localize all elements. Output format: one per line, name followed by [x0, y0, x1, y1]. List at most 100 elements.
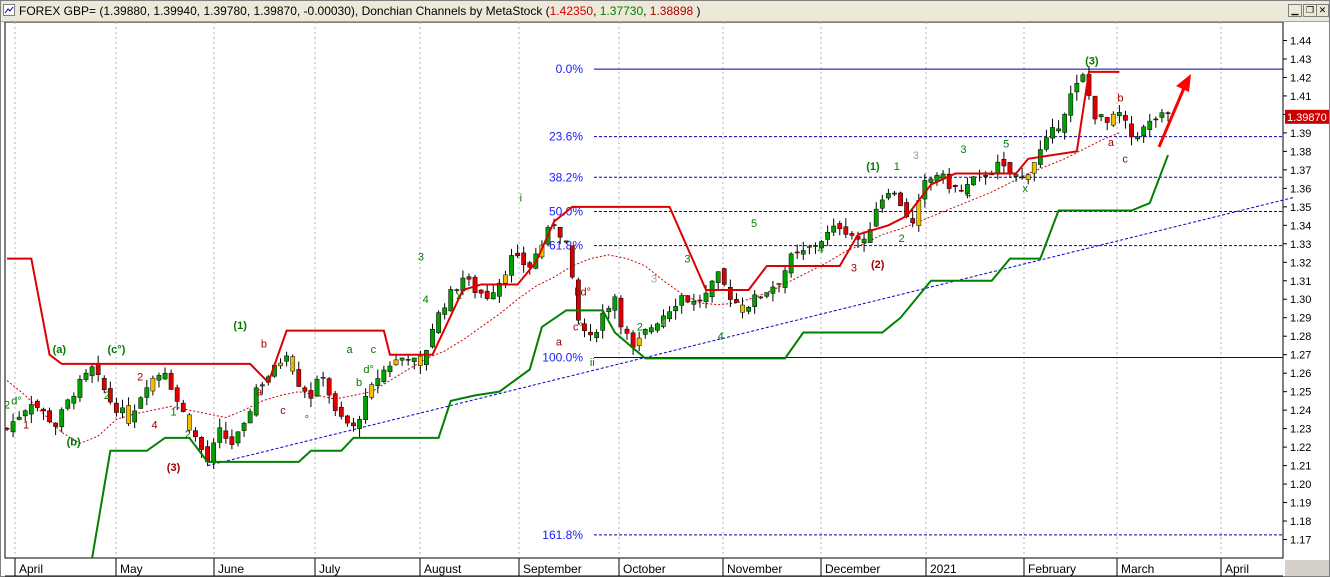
close-button[interactable]: ✕ [1316, 4, 1329, 17]
candle [1123, 110, 1128, 129]
x-tick-label: November [727, 562, 782, 576]
y-tick-label: 1.42 [1290, 72, 1311, 84]
upper-channel-line [7, 70, 1120, 385]
candle-body [381, 369, 387, 383]
y-tick-label: 1.19 [1290, 498, 1311, 510]
candle-body [393, 359, 399, 366]
candle-body [357, 419, 362, 429]
candle [691, 293, 697, 311]
candle-body [770, 286, 776, 294]
wave-label: bd° [574, 287, 591, 299]
candle [296, 361, 302, 387]
candle [253, 384, 259, 417]
candle [302, 385, 308, 399]
x-tick-label: March [1121, 562, 1154, 576]
title-bar[interactable]: FOREX GBP= (1.39880, 1.39940, 1.39780, 1… [1, 1, 1329, 22]
candle-body [1062, 113, 1068, 133]
chart-window-icon[interactable] [3, 4, 15, 16]
candle-body [831, 225, 837, 233]
wave-label: (a) [53, 344, 67, 356]
candle [1019, 167, 1025, 180]
candle [132, 404, 138, 429]
candle [448, 286, 454, 312]
candle [454, 288, 460, 294]
corner-box [1285, 560, 1329, 576]
minimize-button[interactable]: ▁ [1288, 4, 1302, 17]
candle [734, 293, 739, 304]
candle [393, 355, 399, 366]
candle-body [59, 409, 65, 428]
candle-body [794, 251, 800, 254]
wave-label: 1 [23, 420, 29, 432]
wave-label: b [356, 377, 362, 389]
fib-label: 38.2% [549, 170, 583, 184]
y-axis[interactable]: 1.441.431.421.411.401.391.381.371.361.35… [1283, 35, 1329, 576]
candle [709, 280, 715, 303]
wave-label: a [256, 386, 263, 398]
candle-body [1104, 117, 1110, 123]
candle [399, 357, 405, 366]
candle [4, 427, 10, 431]
candle-body [971, 176, 976, 186]
candle [648, 324, 654, 335]
candle [28, 395, 34, 424]
candle-body [77, 378, 83, 398]
candle-body [399, 357, 405, 361]
y-tick-label: 1.35 [1290, 202, 1311, 214]
candle-body [1001, 159, 1007, 167]
wave-label: 1 [894, 161, 900, 173]
candle [770, 280, 776, 302]
candle [223, 421, 229, 444]
candle [369, 382, 375, 400]
candle-body [1141, 126, 1147, 137]
candle-body [800, 250, 806, 255]
candle [278, 358, 283, 369]
candle-body [126, 405, 131, 424]
candle-body [588, 331, 593, 336]
candle [1153, 116, 1159, 128]
candle [174, 384, 180, 411]
candle [679, 294, 685, 314]
candle-body [107, 388, 113, 403]
candle-body [1153, 118, 1159, 121]
candle [193, 427, 198, 442]
candle [138, 396, 144, 409]
y-tick-label: 1.17 [1290, 535, 1311, 547]
title-dc-upper: 1.42350 [549, 4, 594, 18]
wave-label: (c°) [108, 344, 126, 356]
candle-body [411, 357, 417, 362]
restore-button[interactable]: ❐ [1303, 4, 1317, 17]
candle-body [527, 262, 533, 268]
price-chart[interactable]: 0.0%23.6%38.2%50.0%61.8%100.0%161.8% (a)… [1, 22, 1329, 577]
candle-body [290, 356, 296, 372]
candle-body [490, 292, 496, 300]
wave-label: c [280, 405, 286, 417]
candle [509, 248, 514, 283]
candle-body [703, 292, 709, 302]
candle-body [952, 185, 958, 188]
candle [484, 284, 490, 301]
wave-label: 3 [851, 263, 857, 275]
candle [1050, 118, 1055, 144]
candle-body [1080, 74, 1086, 82]
y-tick-label: 1.38 [1290, 146, 1311, 158]
candle [1116, 104, 1122, 124]
wave-label: 2 [104, 390, 110, 402]
candle-body [1129, 123, 1134, 138]
candle [59, 407, 65, 433]
wave-label: 4 [718, 331, 724, 343]
candle [180, 399, 186, 413]
candle [849, 231, 855, 240]
candle-body [120, 407, 125, 414]
x-axis[interactable]: April May June July August September October No… [5, 558, 1283, 577]
candle [1165, 111, 1171, 122]
y-tick-label: 1.20 [1290, 479, 1311, 491]
candle [886, 188, 891, 201]
wave-label: 3 [418, 251, 424, 263]
candle [114, 397, 119, 417]
candle [569, 245, 575, 280]
candle [721, 267, 727, 287]
candle-body [259, 384, 265, 387]
y-tick-label: 1.31 [1290, 276, 1311, 288]
